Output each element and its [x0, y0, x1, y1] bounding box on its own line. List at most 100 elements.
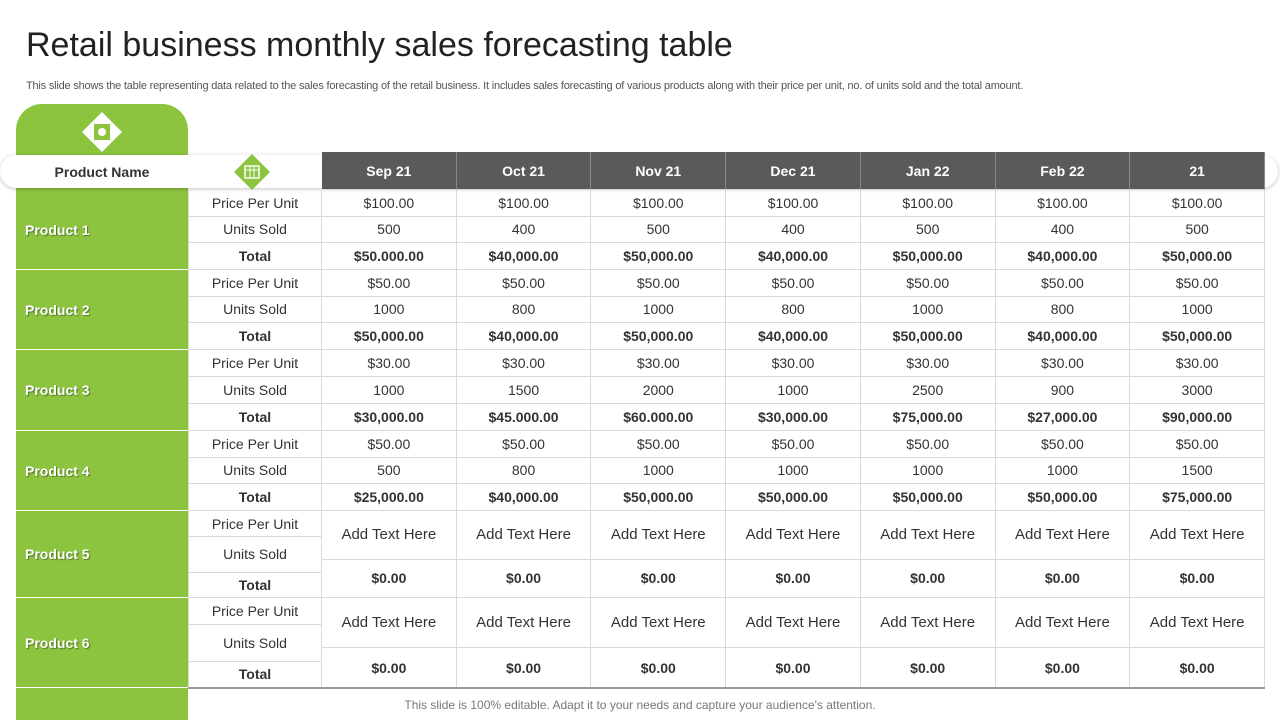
cell: 2000: [591, 377, 727, 404]
column-header: Oct 21: [456, 152, 592, 190]
cell: $50,000.00: [1130, 323, 1265, 350]
row-label: Total: [188, 484, 322, 511]
cell: $50,000.00: [860, 323, 996, 350]
row-label: Units Sold: [188, 296, 322, 324]
cell: 1000: [322, 377, 457, 404]
cell: $50.00: [860, 431, 996, 458]
column-header: Sep 21: [322, 152, 457, 190]
cell: 3000: [1130, 377, 1265, 404]
cell: $25,000.00: [322, 484, 457, 511]
cell: 1000: [860, 457, 996, 485]
cell: $0.00: [726, 648, 861, 688]
cell: $100.00: [322, 190, 457, 217]
cell: Add Text Here: [322, 598, 457, 649]
cell: 500: [322, 457, 457, 485]
cell: $75,000.00: [1130, 484, 1265, 511]
cell: 500: [1130, 216, 1265, 244]
cell: $0.00: [591, 648, 727, 688]
cell: $50.00: [726, 270, 861, 297]
product-name: Product 3: [16, 350, 188, 431]
cell: $50.00: [456, 431, 592, 458]
cell: $50.00: [860, 270, 996, 297]
cell: 1500: [456, 377, 592, 404]
cell: $0.00: [456, 648, 592, 688]
row-label: Price Per Unit: [188, 431, 322, 458]
cell: $30.00: [591, 350, 727, 377]
footer: This slide is 100% editable. Adapt it to…: [404, 698, 876, 712]
product-name: Product 1: [16, 190, 188, 270]
cell: 500: [322, 216, 457, 244]
cell: 400: [456, 216, 592, 244]
cell: $30.00: [322, 350, 457, 377]
column-header: 21: [1130, 152, 1265, 190]
cell: Add Text Here: [995, 511, 1131, 560]
product-name: Product 5: [16, 511, 188, 598]
product-name: Product 4: [16, 431, 188, 511]
product-name: Product 2: [16, 270, 188, 350]
cell: $0.00: [322, 559, 457, 598]
cell: $0.00: [456, 559, 592, 598]
cell: $27,000.00: [995, 404, 1131, 431]
row-label: Units Sold: [188, 625, 322, 662]
cell: $50.00: [322, 270, 457, 297]
cell: $40,000.00: [456, 323, 592, 350]
row-label: Total: [188, 404, 322, 431]
cell: $50,000.00: [726, 484, 861, 511]
cell: $50.00: [591, 431, 727, 458]
cell: Add Text Here: [1130, 598, 1265, 649]
cell: Add Text Here: [860, 598, 996, 649]
cell: $50,000.00: [322, 323, 457, 350]
cell: $40,000.00: [995, 323, 1131, 350]
cell: $50,000.00: [1130, 243, 1265, 270]
cell: 800: [456, 457, 592, 485]
cell: $30,000.00: [726, 404, 861, 431]
cell: 1000: [726, 377, 861, 404]
cell: $40,000.00: [726, 243, 861, 270]
cell: 1000: [726, 457, 861, 485]
row-label: Price Per Unit: [188, 511, 322, 538]
cell: $40,000.00: [456, 243, 592, 270]
row-label: Units Sold: [188, 377, 322, 404]
cell: $0.00: [1130, 648, 1265, 688]
row-label: Price Per Unit: [188, 270, 322, 297]
row-label: Price Per Unit: [188, 190, 322, 217]
cell: $100.00: [726, 190, 861, 217]
cell: 1500: [1130, 457, 1265, 485]
row-label: Total: [188, 572, 322, 598]
cell: $30.00: [1130, 350, 1265, 377]
cell: Add Text Here: [456, 511, 592, 560]
cell: 1000: [995, 457, 1131, 485]
cell: $100.00: [860, 190, 996, 217]
cell: Add Text Here: [591, 511, 727, 560]
cell: $100.00: [995, 190, 1131, 217]
cell: $40,000.00: [456, 484, 592, 511]
cell: $50,000.00: [591, 323, 727, 350]
cell: $50.00: [322, 431, 457, 458]
cell: $50,000.00: [860, 243, 996, 270]
cell: $0.00: [726, 559, 861, 598]
cell: $50.00: [995, 431, 1131, 458]
cell: 400: [995, 216, 1131, 244]
table-icon: [234, 154, 270, 190]
cell: 800: [726, 296, 861, 324]
row-label: Total: [188, 323, 322, 350]
cell: $50,000.00: [591, 243, 727, 270]
cell: 800: [456, 296, 592, 324]
cell: $60.000.00: [591, 404, 727, 431]
cell: $50.00: [591, 270, 727, 297]
row-label: Total: [188, 661, 322, 688]
cell: $100.00: [1130, 190, 1265, 217]
cell: $100.00: [456, 190, 592, 217]
cell: 500: [860, 216, 996, 244]
cell: Add Text Here: [456, 598, 592, 649]
cell: Add Text Here: [995, 598, 1131, 649]
cell: $50,000.00: [860, 484, 996, 511]
cell: $30.00: [860, 350, 996, 377]
cell: $75,000.00: [860, 404, 996, 431]
row-label: Total: [188, 243, 322, 270]
green-panel: [16, 104, 188, 720]
cell: $0.00: [1130, 559, 1265, 598]
row-label: Units Sold: [188, 216, 322, 244]
cell: Add Text Here: [860, 511, 996, 560]
